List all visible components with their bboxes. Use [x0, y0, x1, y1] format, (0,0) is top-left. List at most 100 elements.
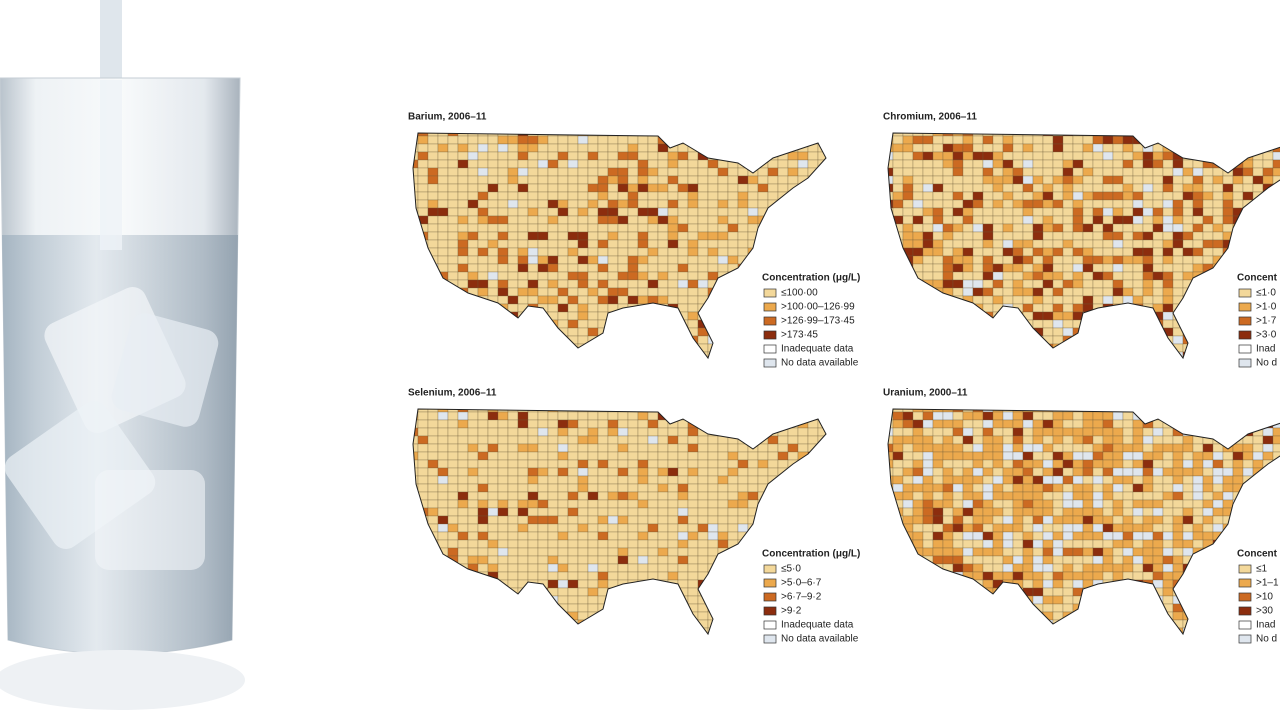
county	[647, 311, 659, 321]
county	[1182, 531, 1194, 541]
county	[747, 303, 759, 313]
county	[1142, 271, 1154, 281]
county	[577, 595, 589, 605]
county	[1242, 467, 1254, 477]
county	[912, 587, 924, 597]
county	[1082, 459, 1094, 469]
county	[477, 351, 489, 358]
county	[1202, 183, 1214, 193]
county	[797, 133, 809, 137]
county	[1262, 491, 1274, 501]
county	[647, 287, 659, 297]
county	[962, 491, 974, 501]
county	[447, 239, 459, 249]
county	[1092, 247, 1104, 257]
county	[888, 547, 894, 557]
county	[992, 627, 1004, 634]
county	[477, 247, 489, 257]
county	[647, 271, 659, 281]
county	[747, 563, 759, 573]
county	[587, 343, 599, 353]
county	[477, 587, 489, 597]
county	[912, 295, 924, 305]
county	[1072, 255, 1084, 265]
county	[1102, 247, 1114, 257]
county	[1082, 619, 1094, 629]
county	[477, 133, 489, 137]
county	[1052, 191, 1064, 201]
county	[1182, 435, 1194, 445]
county	[667, 295, 679, 305]
county	[902, 547, 914, 557]
county	[1192, 151, 1204, 161]
county	[467, 467, 479, 477]
county	[1142, 507, 1154, 517]
county	[767, 133, 779, 137]
county	[1032, 343, 1044, 353]
county	[447, 443, 459, 453]
county	[637, 603, 649, 613]
county	[597, 279, 609, 289]
county	[587, 603, 599, 613]
county	[507, 611, 519, 621]
county	[677, 167, 689, 177]
county	[517, 507, 529, 517]
county	[807, 435, 819, 445]
county	[888, 555, 894, 565]
county	[677, 247, 689, 257]
county	[547, 555, 559, 565]
county	[537, 159, 549, 169]
county	[892, 143, 904, 153]
county	[1092, 539, 1104, 549]
county	[892, 563, 904, 573]
county	[982, 135, 994, 145]
county	[1272, 183, 1280, 193]
county	[637, 443, 649, 453]
county	[557, 555, 569, 565]
county	[657, 427, 669, 437]
county	[787, 475, 799, 485]
county	[727, 491, 739, 501]
county	[1002, 611, 1014, 621]
county	[657, 199, 669, 209]
county	[697, 451, 709, 461]
county	[717, 255, 729, 265]
county	[1012, 191, 1024, 201]
county	[1052, 563, 1064, 573]
county	[1072, 571, 1084, 581]
county	[972, 411, 984, 421]
county	[1042, 491, 1054, 501]
county	[717, 467, 729, 477]
county	[417, 343, 429, 353]
county	[617, 199, 629, 209]
county	[1102, 319, 1114, 329]
county	[457, 459, 469, 469]
us-outline	[887, 408, 1280, 636]
county	[507, 523, 519, 533]
county	[413, 231, 419, 241]
county	[437, 133, 449, 137]
county	[477, 183, 489, 193]
county	[902, 411, 914, 421]
county	[627, 143, 639, 153]
county	[888, 271, 894, 281]
county	[787, 159, 799, 169]
county	[707, 539, 719, 549]
county	[1032, 303, 1044, 313]
county	[667, 255, 679, 265]
county	[567, 247, 579, 257]
county	[1172, 279, 1184, 289]
county	[707, 175, 719, 185]
county	[1042, 451, 1054, 461]
county	[447, 343, 459, 353]
county	[1272, 239, 1280, 249]
county	[1012, 319, 1024, 329]
county	[892, 587, 904, 597]
county	[687, 531, 699, 541]
county	[437, 335, 449, 345]
county	[417, 335, 429, 345]
county	[1142, 603, 1154, 613]
county	[1022, 167, 1034, 177]
county	[667, 287, 679, 297]
county	[1062, 183, 1074, 193]
